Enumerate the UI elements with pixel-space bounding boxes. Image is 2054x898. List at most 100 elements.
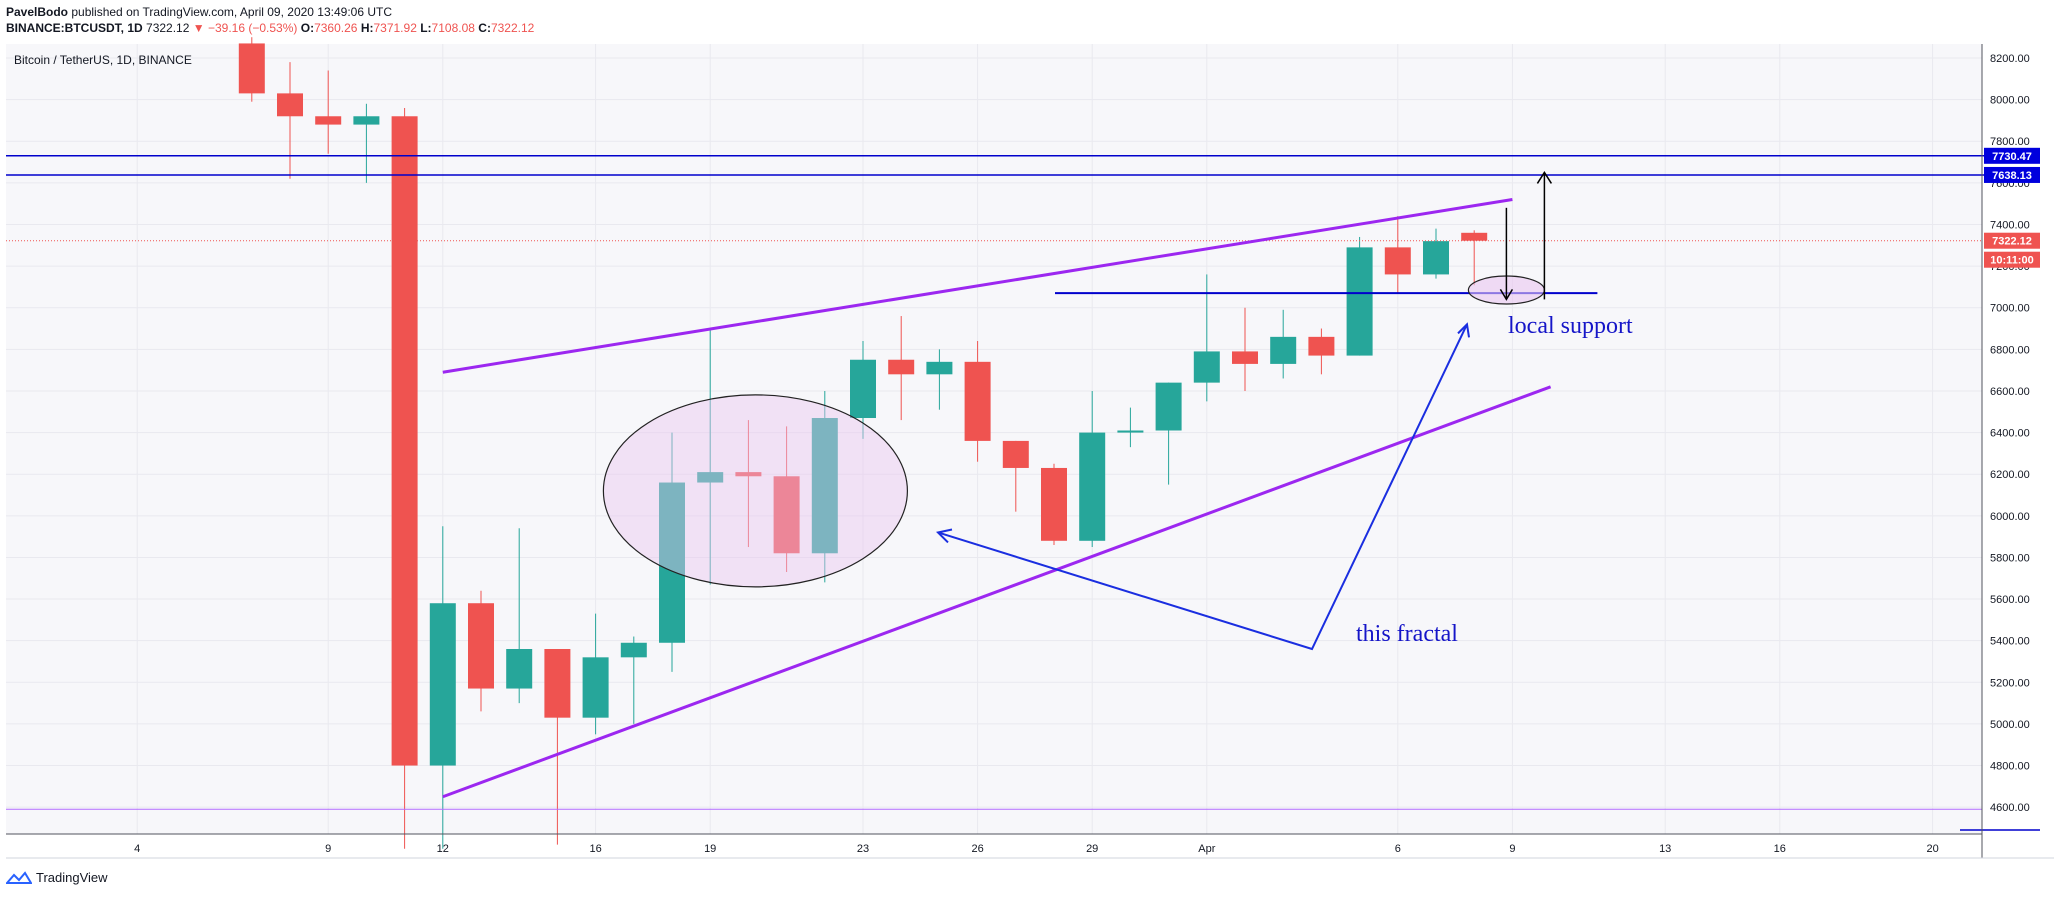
candle-body bbox=[1232, 351, 1258, 364]
y-tick-label: 5000.00 bbox=[1990, 719, 2030, 731]
fractal-ellipse bbox=[602, 394, 909, 588]
published-text: published on TradingView.com, April 09, … bbox=[71, 5, 393, 19]
price-tag-label: 7638.13 bbox=[1992, 170, 2032, 182]
candle-body bbox=[1117, 430, 1144, 433]
x-tick-label: 16 bbox=[1774, 843, 1786, 855]
candle-body bbox=[1041, 467, 1067, 541]
upper-trendline bbox=[442, 198, 1513, 374]
last-price: 7322.12 bbox=[146, 21, 190, 35]
candle-body bbox=[429, 603, 456, 766]
y-tick-label: 7000.00 bbox=[1990, 303, 2030, 315]
candle-body bbox=[1155, 382, 1182, 431]
x-tick-label: 9 bbox=[1509, 843, 1515, 855]
candle-body bbox=[697, 472, 724, 483]
price-axis[interactable]: 8200.008000.007800.007600.007400.007200.… bbox=[1981, 44, 2030, 858]
drawings: local support this fractal bbox=[6, 155, 2040, 831]
candle-body bbox=[1079, 432, 1106, 541]
candle-body bbox=[353, 116, 380, 125]
fractal-pointer-arrow bbox=[937, 323, 1468, 651]
price-tag-bg bbox=[1984, 232, 2040, 249]
candles bbox=[238, 37, 1488, 849]
down-arrow-head bbox=[1499, 289, 1514, 301]
candle-body bbox=[1423, 241, 1449, 275]
candle-body bbox=[926, 361, 953, 375]
y-tick-label: 6600.00 bbox=[1990, 386, 2030, 398]
x-tick-label: 29 bbox=[1086, 843, 1098, 855]
chart-header: PavelBodo published on TradingView.com, … bbox=[6, 4, 534, 36]
candle-body bbox=[544, 649, 571, 718]
candle-body bbox=[1002, 440, 1029, 468]
chart-title: Bitcoin / TetherUS, 1D, BINANCE bbox=[14, 53, 192, 67]
this-fractal-label: this fractal bbox=[1356, 621, 1458, 647]
candle-body bbox=[1346, 247, 1373, 356]
x-tick-label: 13 bbox=[1659, 843, 1671, 855]
x-tick-label: 4 bbox=[134, 843, 140, 855]
candle-body bbox=[1384, 247, 1411, 275]
x-tick-label: 9 bbox=[325, 843, 331, 855]
y-tick-label: 5400.00 bbox=[1990, 636, 2030, 648]
y-tick-label: 6400.00 bbox=[1990, 428, 2030, 440]
high-value: 7371.92 bbox=[373, 21, 417, 35]
low-label: L: bbox=[420, 21, 432, 35]
low-value: 7108.08 bbox=[431, 21, 475, 35]
candle-body bbox=[620, 642, 647, 658]
y-tick-label: 5600.00 bbox=[1990, 594, 2030, 606]
y-tick-label: 6200.00 bbox=[1990, 469, 2030, 481]
x-tick-label: 23 bbox=[857, 843, 869, 855]
close-value: 7322.12 bbox=[490, 21, 535, 35]
candle-body bbox=[659, 482, 685, 643]
y-tick-label: 5200.00 bbox=[1990, 677, 2030, 689]
plot-background bbox=[6, 44, 1982, 834]
x-tick-label: Apr bbox=[1198, 843, 1215, 855]
x-tick-label: 16 bbox=[589, 843, 601, 855]
price-tag-bg bbox=[1984, 251, 2040, 268]
x-tick-label: 26 bbox=[971, 843, 983, 855]
price-tag-label: 7322.12 bbox=[1992, 236, 2032, 248]
candle-body bbox=[506, 649, 533, 689]
lower-trendline bbox=[442, 385, 1552, 799]
x-tick-label: 6 bbox=[1395, 843, 1401, 855]
open-value: 7360.26 bbox=[314, 21, 358, 35]
candle-body bbox=[1308, 336, 1335, 356]
candle-body bbox=[1270, 336, 1297, 364]
candle-body bbox=[582, 657, 609, 718]
symbol: BINANCE:BTCUSDT, 1D bbox=[6, 21, 143, 35]
up-arrow-head bbox=[1536, 171, 1553, 184]
fractal-arrow-head-left bbox=[935, 528, 953, 544]
candle-body bbox=[1193, 351, 1220, 383]
candle-body bbox=[277, 93, 303, 117]
x-tick-label: 12 bbox=[437, 843, 449, 855]
y-tick-label: 4600.00 bbox=[1990, 802, 2030, 814]
price-tag-label: 10:11:00 bbox=[1990, 255, 2033, 267]
open-label: O: bbox=[300, 21, 315, 35]
candle-body bbox=[1461, 232, 1488, 241]
fractal-arrow-head-right bbox=[1457, 322, 1470, 338]
footer-brand: TradingView bbox=[36, 870, 108, 885]
y-tick-label: 4800.00 bbox=[1990, 761, 2030, 773]
y-tick-label: 7400.00 bbox=[1990, 219, 2030, 231]
local-support-label: local support bbox=[1508, 313, 1633, 339]
high-label: H: bbox=[360, 21, 374, 35]
y-tick-label: 7800.00 bbox=[1990, 136, 2030, 148]
candle-body bbox=[238, 43, 265, 94]
x-tick-label: 19 bbox=[704, 843, 716, 855]
candle-body bbox=[964, 361, 991, 441]
price-tags: 7730.47 7638.13 7322.12 10:11:00 bbox=[1984, 147, 2040, 268]
price-change: −39.16 (−0.53%) bbox=[207, 21, 298, 35]
y-tick-label: 6000.00 bbox=[1990, 511, 2030, 523]
change-down-icon: ▼ bbox=[192, 21, 205, 35]
time-axis[interactable]: 4 9 12 16 19 23 26 29 Apr 6 9 13 16 20 bbox=[6, 833, 2054, 859]
close-label: C: bbox=[478, 21, 491, 35]
price-tag-label: 7730.47 bbox=[1992, 151, 2032, 163]
candle-body bbox=[735, 472, 762, 477]
candle-body bbox=[850, 359, 876, 419]
candle-body bbox=[468, 603, 494, 689]
y-tick-label: 6800.00 bbox=[1990, 344, 2030, 356]
candle-body bbox=[888, 359, 915, 375]
price-tag-bg bbox=[1984, 166, 2040, 183]
author[interactable]: PavelBodo bbox=[6, 5, 69, 19]
x-tick-label: 20 bbox=[1926, 843, 1938, 855]
candle-body bbox=[315, 116, 342, 125]
price-tag-bg bbox=[1984, 147, 2040, 164]
